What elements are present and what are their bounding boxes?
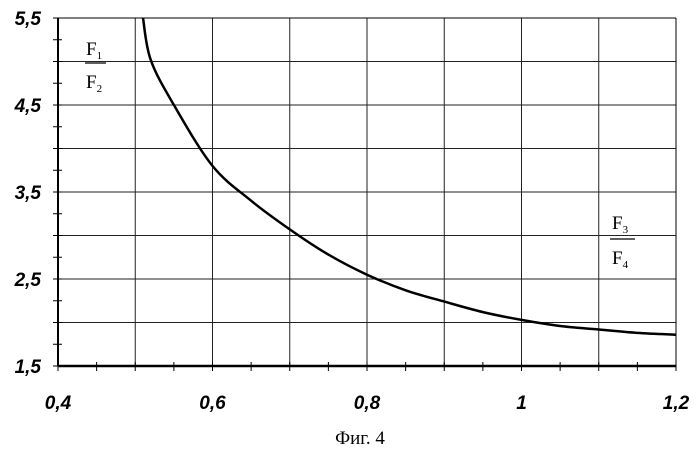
x-label-numerator: F3 [612,213,629,236]
x-tick-label: 0,4 [45,393,72,414]
y-label-numerator: F1 [86,39,102,62]
series-layer [143,18,676,335]
x-tick-label: 0,8 [354,393,381,414]
y-tick-label: 5,5 [15,9,42,30]
x-label-denominator: F4 [612,248,629,271]
tick-marks [53,18,676,371]
y-label-denominator: F2 [86,72,102,95]
y-tick-label: 3,5 [15,183,42,204]
grid [58,18,676,366]
series-line [143,18,676,335]
x-tick-labels: 0,4 0,6 0,8 1 1,2 [45,393,690,414]
y-tick-label: 1,5 [15,357,42,378]
y-tick-label: 4,5 [14,96,42,117]
figure-caption: Фиг. 4 [335,428,385,449]
x-tick-label: 0,6 [199,393,226,414]
y-axis-label: F1 F2 [85,39,106,95]
x-tick-label: 1,2 [663,393,690,414]
y-tick-label: 2,5 [14,270,42,291]
x-tick-label: 1 [516,393,527,414]
x-axis-label: F3 F4 [610,213,635,271]
y-tick-labels: 1,5 2,5 3,5 4,5 5,5 [14,9,42,378]
